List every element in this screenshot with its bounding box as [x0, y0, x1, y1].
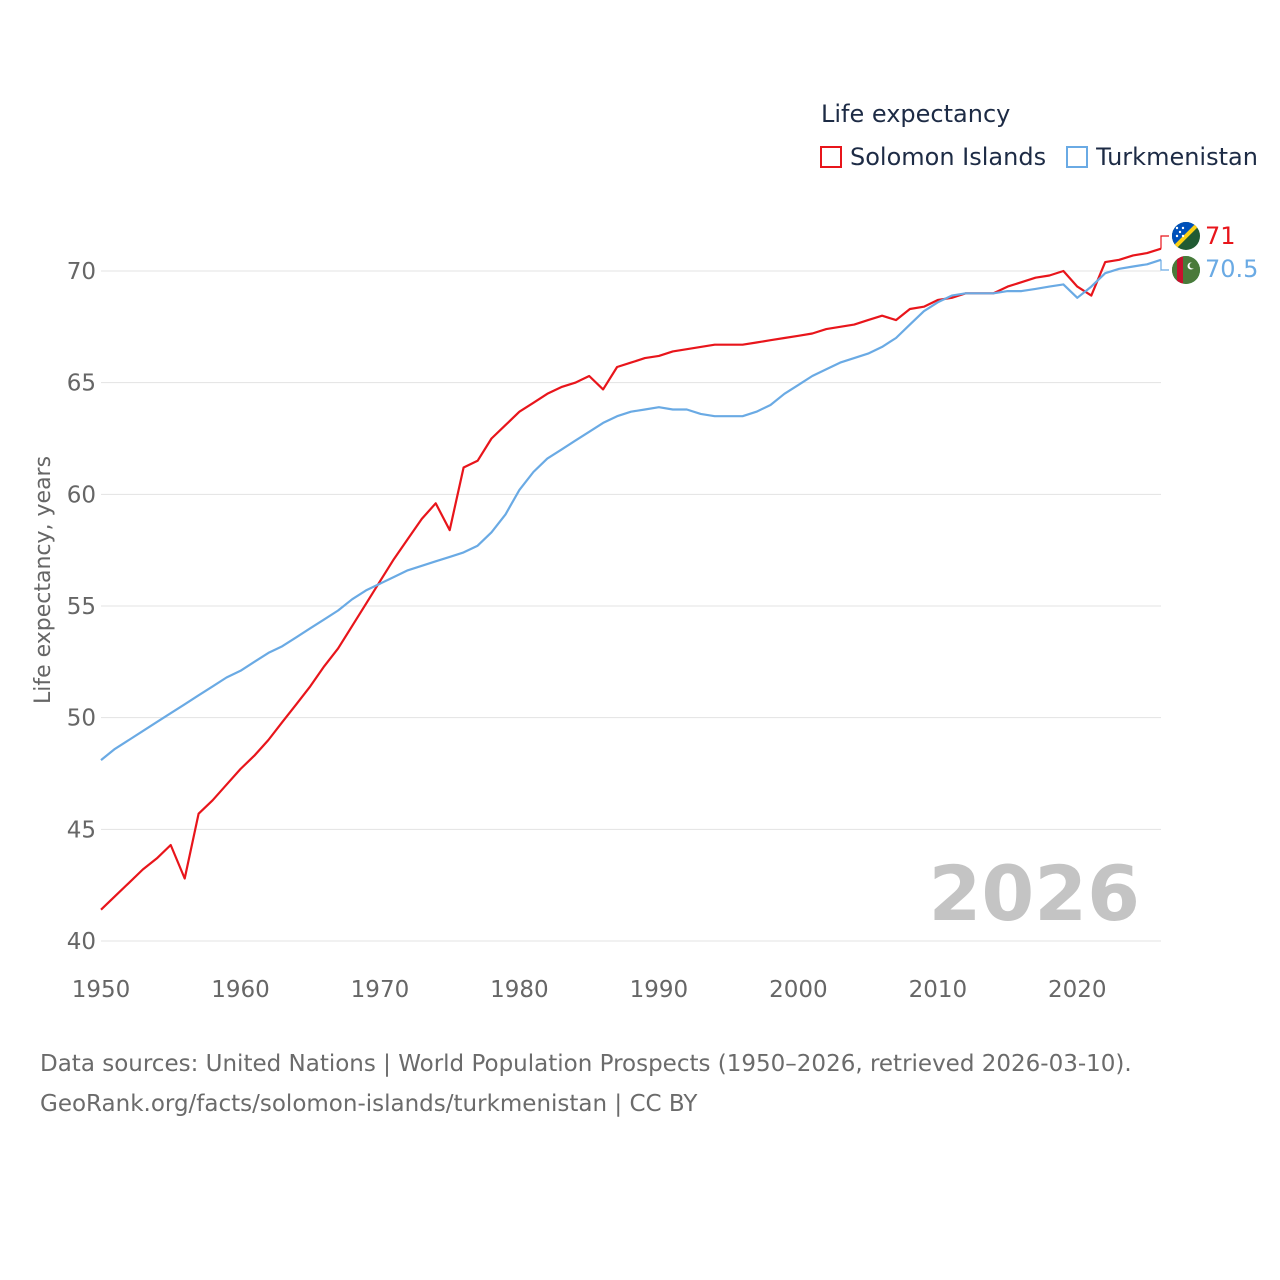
- legend-label-turkmenistan: Turkmenistan: [1096, 143, 1258, 171]
- legend-item-turkmenistan[interactable]: Turkmenistan: [1066, 143, 1258, 171]
- y-tick-label: 50: [67, 706, 96, 732]
- x-tick-label: 2000: [769, 977, 828, 1003]
- x-tick-label: 1990: [630, 977, 689, 1003]
- legend-item-solomon-islands[interactable]: Solomon Islands: [820, 143, 1046, 171]
- end-markers: [1172, 222, 1200, 284]
- source-line-2[interactable]: GeoRank.org/facts/solomon-islands/turkme…: [40, 1091, 698, 1117]
- source-note: Data sources: United Nations | World Pop…: [40, 1044, 1132, 1124]
- y-tick-label: 55: [67, 594, 96, 620]
- gridlines: [101, 270, 1161, 942]
- y-tick-label: 45: [67, 817, 96, 843]
- y-tick-label: 65: [67, 371, 96, 397]
- legend-swatch-solomon-islands: [820, 146, 842, 168]
- legend: Solomon Islands Turkmenistan: [820, 143, 1278, 171]
- x-tick-label: 1950: [72, 977, 131, 1003]
- y-tick-label: 60: [67, 482, 96, 508]
- end-connector: [1160, 235, 1169, 249]
- legend-label-solomon-islands: Solomon Islands: [850, 143, 1047, 171]
- solomon-islands-flag-icon: [1172, 222, 1200, 250]
- year-label: 2026: [928, 849, 1140, 938]
- series-lines: [100, 235, 1169, 911]
- x-axis-ticks: 1950 1960 1970 1980 1990 2000 2010 2020: [72, 977, 1107, 1003]
- x-tick-label: 2010: [909, 977, 968, 1003]
- x-tick-label: 1960: [211, 977, 270, 1003]
- series-line-solomon-islands[interactable]: [100, 247, 1162, 911]
- x-tick-label: 1980: [490, 977, 549, 1003]
- y-tick-label: 40: [67, 929, 96, 955]
- y-axis-label: Life expectancy, years: [31, 456, 56, 704]
- end-value-turkmenistan: 70.5: [1205, 255, 1258, 283]
- legend-title: Life expectancy: [821, 100, 1011, 128]
- y-axis-ticks: 40 45 50 55 60 65 70: [67, 259, 96, 955]
- legend-swatch-turkmenistan: [1066, 146, 1089, 168]
- end-value-solomon-islands: 71: [1205, 222, 1236, 250]
- end-connector: [1160, 259, 1169, 271]
- source-line-1: Data sources: United Nations | World Pop…: [40, 1051, 1132, 1077]
- x-tick-label: 1970: [351, 977, 410, 1003]
- turkmenistan-flag-icon: [1172, 256, 1200, 284]
- series-line-turkmenistan[interactable]: [100, 258, 1162, 761]
- y-tick-label: 70: [67, 259, 96, 285]
- x-tick-label: 2020: [1048, 977, 1107, 1003]
